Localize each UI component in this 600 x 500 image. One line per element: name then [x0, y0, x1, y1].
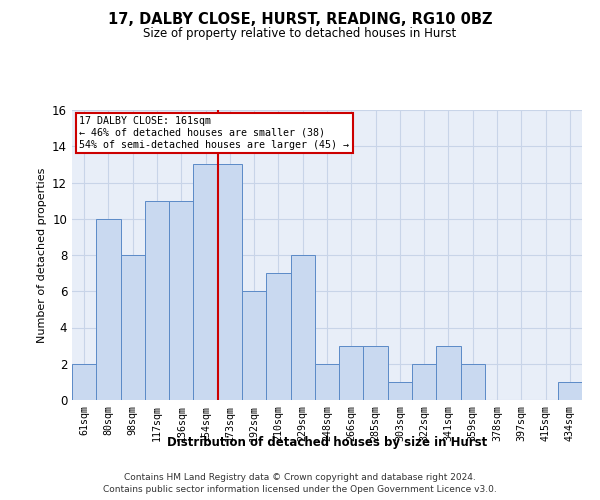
Text: 17 DALBY CLOSE: 161sqm
← 46% of detached houses are smaller (38)
54% of semi-det: 17 DALBY CLOSE: 161sqm ← 46% of detached… — [79, 116, 349, 150]
Bar — [242, 291, 266, 400]
Y-axis label: Number of detached properties: Number of detached properties — [37, 168, 47, 342]
Bar — [339, 346, 364, 400]
Text: Distribution of detached houses by size in Hurst: Distribution of detached houses by size … — [167, 436, 487, 449]
Bar — [193, 164, 218, 400]
Bar — [145, 200, 169, 400]
Bar — [364, 346, 388, 400]
Bar — [121, 255, 145, 400]
Bar — [72, 364, 96, 400]
Bar — [558, 382, 582, 400]
Bar — [461, 364, 485, 400]
Bar — [412, 364, 436, 400]
Bar — [169, 200, 193, 400]
Text: Contains HM Land Registry data © Crown copyright and database right 2024.: Contains HM Land Registry data © Crown c… — [124, 473, 476, 482]
Bar — [388, 382, 412, 400]
Bar — [290, 255, 315, 400]
Text: Size of property relative to detached houses in Hurst: Size of property relative to detached ho… — [143, 28, 457, 40]
Bar — [218, 164, 242, 400]
Bar — [266, 273, 290, 400]
Bar — [315, 364, 339, 400]
Text: 17, DALBY CLOSE, HURST, READING, RG10 0BZ: 17, DALBY CLOSE, HURST, READING, RG10 0B… — [108, 12, 492, 28]
Bar — [436, 346, 461, 400]
Bar — [96, 219, 121, 400]
Text: Contains public sector information licensed under the Open Government Licence v3: Contains public sector information licen… — [103, 486, 497, 494]
